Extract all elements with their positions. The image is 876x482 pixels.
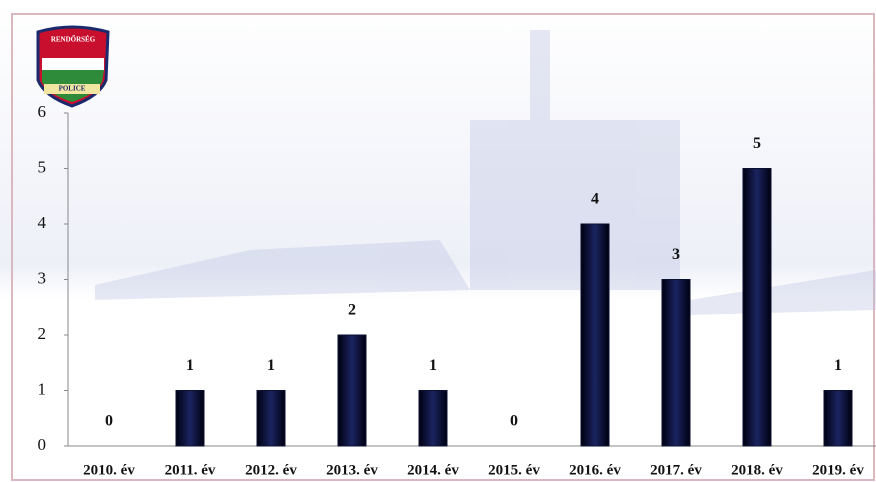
y-tick-label: 5 (38, 157, 47, 176)
x-tick-label: 2015. év (488, 462, 540, 478)
bar (175, 390, 205, 447)
bar (742, 168, 772, 447)
value-label: 0 (105, 413, 113, 430)
x-tick-label: 2010. év (83, 462, 135, 478)
value-label: 2 (348, 302, 356, 319)
logo-bottom: POLICE (59, 85, 86, 93)
y-tick-label: 0 (38, 435, 47, 454)
x-tick-label: 2019. év (812, 462, 864, 478)
value-label: 1 (834, 357, 842, 374)
value-label: 5 (753, 135, 761, 152)
x-tick-label: 2013. év (326, 462, 378, 478)
value-label: 0 (510, 413, 518, 430)
logo: RENDŐRSÉG POLICE (36, 25, 110, 108)
value-label: 3 (672, 246, 680, 263)
bar (661, 279, 691, 447)
value-label: 4 (591, 191, 599, 208)
value-label: 1 (186, 357, 194, 374)
logo-top: RENDŐRSÉG (51, 36, 96, 44)
value-label: 1 (429, 357, 437, 374)
y-tick-label: 4 (38, 213, 47, 232)
x-tick-label: 2012. év (245, 462, 297, 478)
frame (11, 13, 875, 481)
bar (823, 390, 853, 447)
bar (256, 390, 286, 447)
value-label: 1 (267, 357, 275, 374)
x-tick-label: 2018. év (731, 462, 783, 478)
y-tick-label: 6 (38, 102, 47, 121)
y-tick-label: 2 (38, 324, 47, 343)
x-tick-label: 2017. év (650, 462, 702, 478)
x-tick-label: 2011. év (165, 462, 216, 478)
building (95, 30, 876, 315)
x-tick-label: 2016. év (569, 462, 621, 478)
bar (418, 390, 448, 447)
bar (580, 223, 610, 447)
y-tick-label: 1 (38, 379, 47, 398)
x-tick-label: 2014. év (407, 462, 459, 478)
bar (337, 334, 367, 447)
y-tick-label: 3 (38, 268, 47, 287)
